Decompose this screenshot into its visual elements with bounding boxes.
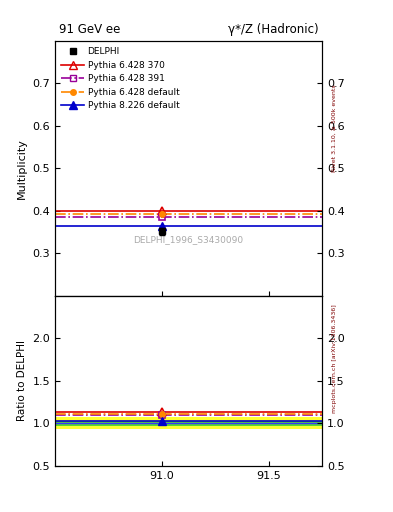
Text: mcplots.cern.ch [arXiv:1306.3436]: mcplots.cern.ch [arXiv:1306.3436]	[332, 304, 337, 413]
Text: Rivet 3.1.10, ≥ 500k events: Rivet 3.1.10, ≥ 500k events	[332, 84, 337, 172]
Y-axis label: Ratio to DELPHI: Ratio to DELPHI	[17, 340, 27, 421]
Bar	[55, 417, 322, 430]
Text: DELPHI_1996_S3430090: DELPHI_1996_S3430090	[134, 236, 244, 244]
Y-axis label: Multiplicity: Multiplicity	[17, 138, 27, 199]
Legend: DELPHI, Pythia 6.428 370, Pythia 6.428 391, Pythia 6.428 default, Pythia 8.226 d: DELPHI, Pythia 6.428 370, Pythia 6.428 3…	[59, 46, 181, 112]
Text: γ*/Z (Hadronic): γ*/Z (Hadronic)	[228, 23, 318, 36]
Text: 91 GeV ee: 91 GeV ee	[59, 23, 120, 36]
Bar	[55, 421, 322, 426]
